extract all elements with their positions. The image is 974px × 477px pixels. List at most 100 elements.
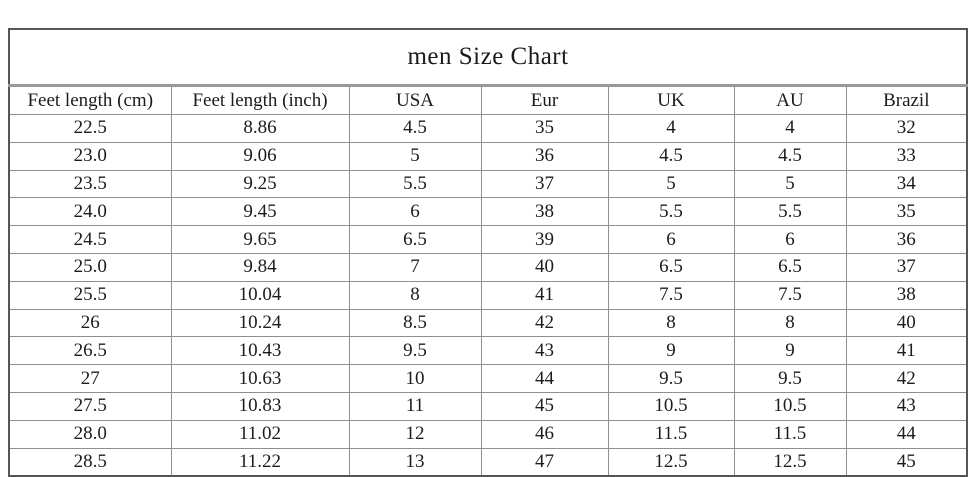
table-cell: 4.5 — [733, 141, 847, 171]
table-cell: 40 — [480, 252, 609, 282]
column-header: Feet length (inch) — [170, 85, 350, 115]
table-cell: 26 — [8, 308, 172, 338]
table-cell: 5.5 — [733, 197, 847, 227]
table-cell: 11.02 — [170, 419, 350, 449]
table-cell: 26.5 — [8, 336, 172, 366]
column-header: AU — [733, 85, 847, 115]
table-cell: 23.0 — [8, 141, 172, 171]
table-cell: 5 — [733, 169, 847, 199]
column-header: Brazil — [845, 85, 968, 115]
table-row: 26 10.24 8.5 42 8 8 40 — [8, 308, 968, 338]
column-header: Eur — [480, 85, 609, 115]
table-cell: 5 — [607, 169, 735, 199]
table-cell: 37 — [480, 169, 609, 199]
table-cell: 9.65 — [170, 225, 350, 254]
table-cell: 35 — [480, 114, 609, 143]
table-cell: 9.5 — [733, 364, 847, 393]
table-cell: 43 — [845, 391, 968, 421]
table-cell: 22.5 — [8, 114, 172, 143]
table-row: 24.5 9.65 6.5 39 6 6 36 — [8, 225, 968, 254]
table-cell: 12 — [348, 419, 482, 449]
table-cell: 6.5 — [733, 252, 847, 282]
table-cell: 23.5 — [8, 169, 172, 199]
table-cell: 12.5 — [733, 447, 847, 477]
table-cell: 8 — [348, 280, 482, 310]
table-cell: 37 — [845, 252, 968, 282]
table-cell: 7.5 — [733, 280, 847, 310]
table-cell: 4 — [733, 114, 847, 143]
table-cell: 8.5 — [348, 308, 482, 338]
table-row: 27.5 10.83 11 45 10.5 10.5 43 — [8, 391, 968, 421]
table-cell: 33 — [845, 141, 968, 171]
table-row: 24.0 9.45 6 38 5.5 5.5 35 — [8, 197, 968, 227]
title-row: men Size Chart — [8, 28, 968, 87]
table-cell: 42 — [480, 308, 609, 338]
table-cell: 41 — [480, 280, 609, 310]
table-cell: 43 — [480, 336, 609, 366]
table-cell: 40 — [845, 308, 968, 338]
table-cell: 10.83 — [170, 391, 350, 421]
column-header: Feet length (cm) — [8, 85, 172, 115]
table-cell: 10.5 — [607, 391, 735, 421]
table-cell: 34 — [845, 169, 968, 199]
table-cell: 7.5 — [607, 280, 735, 310]
table-cell: 8 — [733, 308, 847, 338]
table-cell: 6.5 — [607, 252, 735, 282]
table-cell: 8 — [607, 308, 735, 338]
table-row: 27 10.63 10 44 9.5 9.5 42 — [8, 364, 968, 393]
table-row: 26.5 10.43 9.5 43 9 9 41 — [8, 336, 968, 366]
table-cell: 11.22 — [170, 447, 350, 477]
table-cell: 5.5 — [348, 169, 482, 199]
table-cell: 9.5 — [607, 364, 735, 393]
table-cell: 39 — [480, 225, 609, 254]
table-cell: 35 — [845, 197, 968, 227]
table-cell: 9 — [733, 336, 847, 366]
table-cell: 44 — [480, 364, 609, 393]
table-row: 28.0 11.02 12 46 11.5 11.5 44 — [8, 419, 968, 449]
column-header: UK — [607, 85, 735, 115]
table-cell: 36 — [480, 141, 609, 171]
table-cell: 32 — [845, 114, 968, 143]
table-row: 28.5 11.22 13 47 12.5 12.5 45 — [8, 447, 968, 477]
table-row: 23.0 9.06 5 36 4.5 4.5 33 — [8, 141, 968, 171]
table-cell: 27 — [8, 364, 172, 393]
table-cell: 38 — [480, 197, 609, 227]
table-cell: 10.5 — [733, 391, 847, 421]
table-cell: 12.5 — [607, 447, 735, 477]
table-cell: 4.5 — [607, 141, 735, 171]
table-cell: 25.5 — [8, 280, 172, 310]
table-cell: 41 — [845, 336, 968, 366]
chart-title: men Size Chart — [8, 28, 968, 87]
table-cell: 38 — [845, 280, 968, 310]
table-cell: 46 — [480, 419, 609, 449]
table-cell: 9.84 — [170, 252, 350, 282]
table-cell: 6 — [607, 225, 735, 254]
table-cell: 45 — [480, 391, 609, 421]
table-cell: 36 — [845, 225, 968, 254]
table-cell: 47 — [480, 447, 609, 477]
table-cell: 28.5 — [8, 447, 172, 477]
table-cell: 10.24 — [170, 308, 350, 338]
table-cell: 8.86 — [170, 114, 350, 143]
table-cell: 9.5 — [348, 336, 482, 366]
table-row: 25.0 9.84 7 40 6.5 6.5 37 — [8, 252, 968, 282]
table-cell: 10.63 — [170, 364, 350, 393]
table-cell: 10.04 — [170, 280, 350, 310]
table-cell: 24.0 — [8, 197, 172, 227]
table-row: 23.5 9.25 5.5 37 5 5 34 — [8, 169, 968, 199]
table-cell: 25.0 — [8, 252, 172, 282]
table-cell: 4 — [607, 114, 735, 143]
table-cell: 5.5 — [607, 197, 735, 227]
table-cell: 27.5 — [8, 391, 172, 421]
size-chart-table: men Size Chart Feet length (cm) Feet leng… — [8, 28, 969, 477]
table-cell: 10.43 — [170, 336, 350, 366]
size-chart: men Size Chart Feet length (cm) Feet leng… — [8, 28, 969, 477]
table-cell: 28.0 — [8, 419, 172, 449]
table-cell: 6.5 — [348, 225, 482, 254]
table-body: 22.5 8.86 4.5 35 4 4 32 23.0 9.06 5 36 4.5 4.5 33 23.5… — [8, 114, 968, 477]
table-cell: 10 — [348, 364, 482, 393]
table-cell: 9.25 — [170, 169, 350, 199]
table-cell: 42 — [845, 364, 968, 393]
table-cell: 9.45 — [170, 197, 350, 227]
table-row: 22.5 8.86 4.5 35 4 4 32 — [8, 114, 968, 143]
